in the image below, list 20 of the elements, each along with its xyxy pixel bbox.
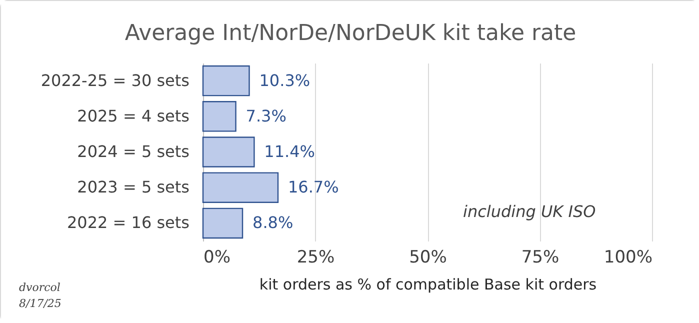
data-label: 11.4% (264, 142, 316, 161)
y-tick-label: 2022 = 16 sets (66, 213, 190, 232)
data-label: 8.8% (252, 213, 294, 232)
text: dvorcol (19, 281, 60, 294)
x-tick-label: 0% (204, 248, 230, 268)
text: 8/17/25 (19, 297, 62, 310)
data-label: 7.3% (246, 106, 286, 126)
x-axis-title: kit orders as % of compatible Base kit orders (259, 276, 597, 294)
y-tick-label: 2023 = 5 sets (77, 178, 190, 197)
x-tick-label: 75% (521, 248, 560, 268)
x-tick-label: 50% (409, 248, 447, 268)
annotation: including UK ISO (463, 202, 596, 221)
y-tick-label: 2022-25 = 30 sets (40, 70, 190, 90)
x-tick-label: 25% (296, 248, 335, 268)
x-tick-label: 100% (604, 248, 652, 268)
data-label: 16.7% (288, 178, 339, 197)
data-label: 10.3% (259, 70, 310, 90)
y-tick-label: 2025 = 4 sets (77, 106, 190, 126)
y-tick-label: 2024 = 5 sets (77, 142, 190, 161)
chart-title: Average Int/NorDe/NorDeUK kit take rate (124, 21, 576, 46)
